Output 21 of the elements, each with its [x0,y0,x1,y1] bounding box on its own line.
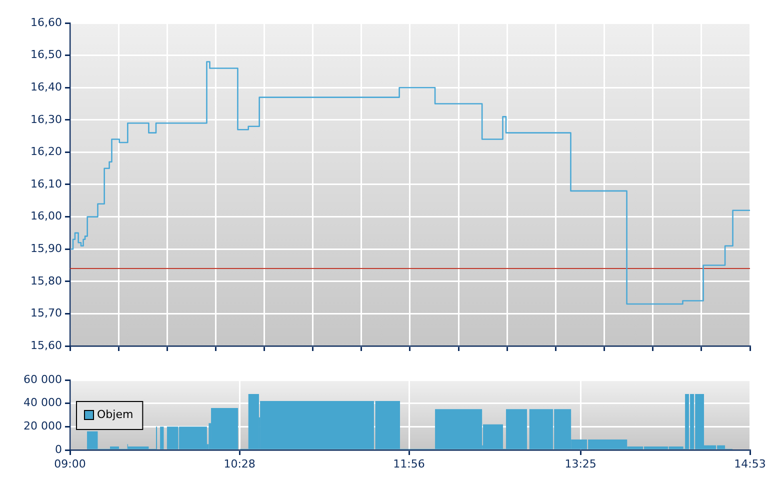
x-tick-label: 13:25 [564,457,596,470]
y-tick-label: 16,50 [30,48,62,62]
y-tick-label: 0 [55,442,62,456]
y-tick-label: 16,60 [30,16,62,29]
y-tick-label: 16,40 [30,80,62,94]
y-tick-label: 15,60 [30,338,62,352]
x-tick-label: 11:56 [393,457,425,470]
y-tick-label: 16,00 [30,210,62,223]
legend-label: Objem [97,408,134,421]
y-tick-label: 15,70 [30,306,62,320]
y-tick-label: 16,20 [30,145,62,158]
x-tick-label: 09:00 [54,457,86,470]
y-tick-label: 60 000 [24,372,62,386]
y-tick-label: 20 000 [24,420,62,433]
x-tick-label: 14:53 [734,457,766,470]
y-tick-label: 40 000 [24,396,62,410]
y-tick-label: 15,90 [30,242,62,255]
y-tick-label: 16,10 [30,177,62,190]
x-tick-label: 10:28 [224,457,256,470]
y-tick-label: 16,30 [30,112,62,126]
y-tick-label: 15,80 [30,274,62,288]
